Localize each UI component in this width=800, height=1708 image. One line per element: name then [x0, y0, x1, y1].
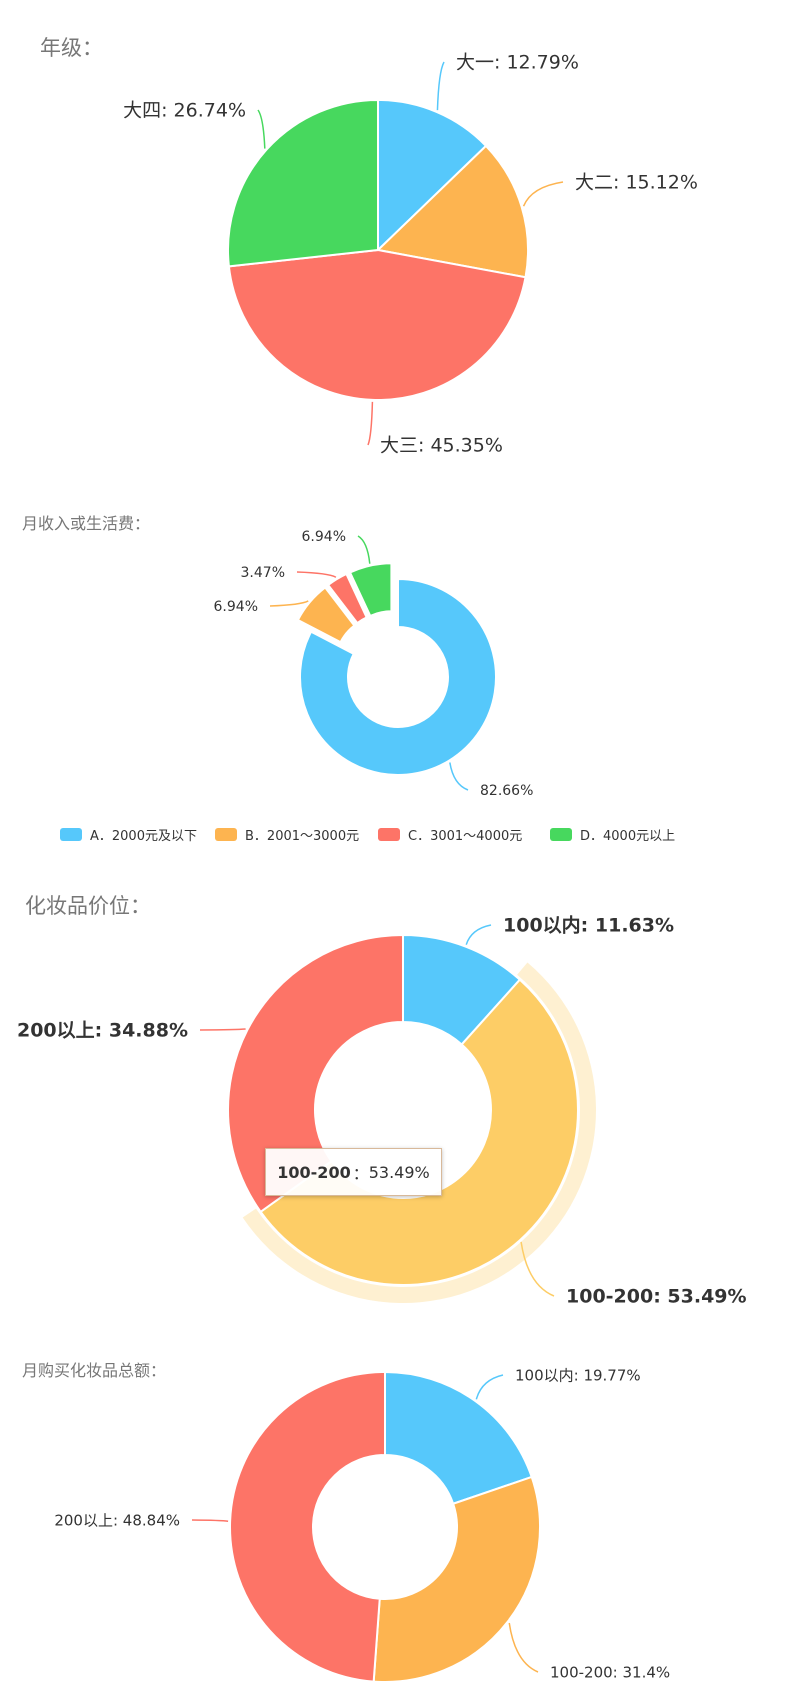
slice-label: 100-200: 53.49%	[566, 1286, 747, 1308]
slice-label: 6.94%	[302, 529, 346, 545]
slice-label: 100-200: 31.4%	[550, 1663, 670, 1681]
legend-label: A．2000元及以下	[90, 828, 197, 844]
slice-label: 200以上: 48.84%	[54, 1511, 180, 1529]
legend-swatch	[378, 827, 400, 841]
pie-chart-2: 100以内: 11.63% 100-200: 53.49% 200以上: 34.88…	[17, 914, 747, 1308]
label-leader-line	[508, 1622, 539, 1673]
slice-label: 200以上: 34.88%	[17, 1020, 188, 1042]
tooltip-separator: ：	[352, 1164, 369, 1183]
legend-label: D．4000元以上	[580, 828, 676, 844]
pie-chart-1: 82.66% 6.94% 3.47% 6.94%	[214, 529, 534, 799]
slice-label: 大二: 15.12%	[575, 172, 698, 194]
pie-slice-100-200[interactable]	[259, 978, 579, 1286]
label-leader-line	[257, 109, 266, 149]
slice-label: 100以内: 19.77%	[515, 1366, 641, 1384]
label-leader-line	[269, 600, 309, 607]
label-leader-line	[367, 401, 374, 446]
label-leader-line	[522, 181, 564, 207]
pie-slice-C．3001～4000元[interactable]	[326, 572, 368, 625]
pie-slice-B．2001～3000元[interactable]	[296, 586, 356, 644]
cosmetic-price-chart-title: 化妆品价位：	[25, 894, 151, 918]
label-leader-line	[296, 571, 337, 578]
slice-label: 大三: 45.35%	[380, 435, 503, 457]
pie-slice-大三[interactable]	[227, 248, 527, 401]
pie-slice-A．2000元及以下[interactable]	[299, 577, 497, 776]
grade-chart-title: 年级：	[40, 36, 103, 60]
legend-item[interactable]: A．2000元及以下	[60, 823, 197, 845]
label-leader-line	[475, 1374, 504, 1400]
income-chart-title: 月收入或生活费：	[22, 514, 151, 533]
pie-slice-200以上[interactable]	[227, 933, 404, 1214]
pie-chart-3: 100以内: 19.77% 100-200: 31.4% 200以上: 48.84%	[54, 1366, 670, 1683]
pie-slice-100-200[interactable]	[372, 1475, 541, 1683]
pie-slice-D．4000元以上[interactable]	[348, 562, 393, 618]
label-leader-line	[436, 61, 445, 111]
tooltip-label: 100-200	[277, 1162, 351, 1182]
legend-item[interactable]: C．3001～4000元	[378, 823, 522, 845]
label-leader-line	[520, 1241, 555, 1297]
pie-slice-100以内[interactable]	[384, 1370, 533, 1506]
legend-item[interactable]: B．2001～3000元	[215, 823, 359, 845]
pie-slice-200以上[interactable]	[229, 1370, 386, 1683]
label-leader-line	[357, 535, 371, 564]
label-leader-line	[465, 924, 492, 945]
slice-label: 82.66%	[480, 783, 533, 799]
label-leader-line	[199, 1028, 246, 1031]
legend-item[interactable]: D．4000元以上	[550, 823, 675, 845]
legend-label: B．2001～3000元	[245, 828, 360, 844]
monthly-total-chart-title: 月购买化妆品总额：	[22, 1361, 167, 1380]
legend-swatch	[60, 827, 82, 841]
label-leader-line	[449, 762, 469, 791]
pie-chart-0: 大一: 12.79% 大二: 15.12% 大三: 45.35% 大四: 26.74%	[123, 52, 698, 457]
slice-label: 6.94%	[214, 599, 258, 615]
pie-slice-大一[interactable]	[377, 98, 488, 253]
legend-swatch	[215, 827, 237, 841]
label-leader-line	[191, 1519, 229, 1523]
pie-slice-大四[interactable]	[227, 98, 379, 268]
tooltip-value: 53.49%	[368, 1162, 430, 1182]
slice-label: 大四: 26.74%	[123, 100, 246, 122]
slice-label: 100以内: 11.63%	[503, 914, 674, 937]
slice-label: 大一: 12.79%	[456, 52, 579, 74]
slice-label: 3.47%	[241, 565, 285, 581]
legend-swatch	[550, 827, 572, 841]
legend-label: C．3001～4000元	[408, 828, 523, 844]
chart-tooltip: 100-200： 53.49%	[265, 1148, 442, 1196]
income-legend: A．2000元及以下 B．2001～3000元 C．3001～4000元 D．4000…	[60, 823, 760, 845]
pie-slice-大二[interactable]	[375, 144, 529, 279]
